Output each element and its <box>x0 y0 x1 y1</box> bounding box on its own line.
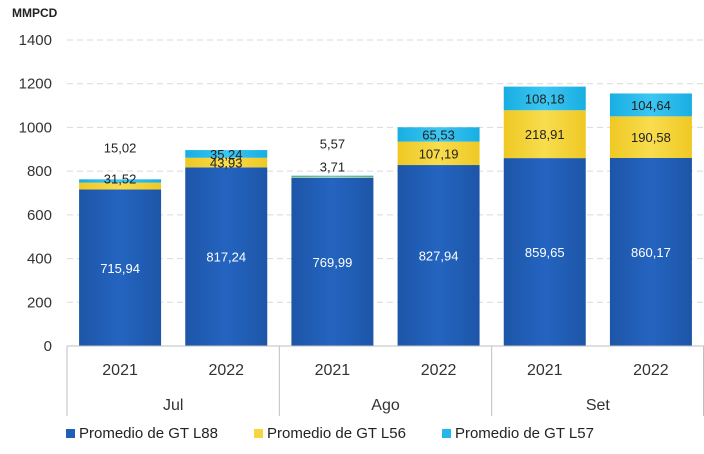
x-tick-label: 2022 <box>208 362 244 379</box>
bar-l57 <box>79 179 162 183</box>
data-label-l57: 35,24 <box>210 147 243 162</box>
data-label-l56: 43,93 <box>210 156 243 171</box>
data-label-l56: 218,91 <box>525 127 565 142</box>
legend-item-l88: Promedio de GT L88 <box>66 425 218 442</box>
data-label-l57: 104,64 <box>631 98 671 113</box>
bar-l88 <box>503 158 586 346</box>
legend: Promedio de GT L88 Promedio de GT L56 Pr… <box>66 425 594 442</box>
x-tick-label: 2022 <box>421 362 457 379</box>
data-label-l88: 859,65 <box>525 245 565 260</box>
bar-l57 <box>609 93 692 117</box>
bar-l56 <box>609 116 692 158</box>
bar-l56 <box>291 176 374 178</box>
data-label-l88: 817,24 <box>206 250 246 265</box>
bar-l56 <box>397 141 480 166</box>
x-group-label: Jul <box>163 397 183 414</box>
data-label-l57: 15,02 <box>104 140 137 155</box>
data-label-l57: 65,53 <box>422 127 455 142</box>
bar-l57 <box>185 150 268 158</box>
data-label-l88: 827,94 <box>419 249 459 264</box>
x-axis: 2021 2022 2021 2022 2021 2022 Jul Ago Set <box>66 345 704 416</box>
data-label-l56: 3,71 <box>320 160 345 175</box>
bar-l56 <box>185 157 268 168</box>
data-label-l56: 190,58 <box>631 130 671 145</box>
data-label-l56: 107,19 <box>419 146 459 161</box>
bar-l56 <box>79 182 162 190</box>
bar-l88 <box>79 189 162 346</box>
y-axis-title: MMPCD <box>12 6 58 20</box>
data-label-l88: 715,94 <box>100 261 140 276</box>
gridlines <box>67 39 704 303</box>
x-group-label: Set <box>586 397 611 414</box>
legend-swatch-l88 <box>66 429 75 438</box>
y-tick-label: 1400 <box>19 32 52 49</box>
data-label-l88: 860,17 <box>631 245 671 260</box>
legend-label-l57: Promedio de GT L57 <box>454 425 594 442</box>
stacked-bar-chart: MMPCD 0 200 400 600 800 1000 1200 1400 715,94 31… <box>12 6 704 416</box>
y-tick-label: 1200 <box>19 76 52 93</box>
y-tick-label: 0 <box>44 338 52 355</box>
y-tick-labels: 0 200 400 600 800 1000 1200 1400 <box>19 32 52 355</box>
x-tick-label: 2021 <box>315 362 351 379</box>
x-tick-label: 2021 <box>102 362 138 379</box>
legend-label-l88: Promedio de GT L88 <box>79 425 218 442</box>
x-tick-label: 2022 <box>633 362 669 379</box>
bar-l57 <box>503 86 586 111</box>
y-tick-label: 600 <box>27 207 52 224</box>
bar-l57 <box>397 127 480 142</box>
y-tick-label: 400 <box>27 251 52 268</box>
y-tick-label: 200 <box>27 294 52 311</box>
legend-label-l56: Promedio de GT L56 <box>266 425 406 442</box>
data-label-l57: 108,18 <box>525 91 565 106</box>
x-group-label: Ago <box>371 397 400 414</box>
data-label-l88: 769,99 <box>313 255 353 270</box>
bars <box>79 86 692 346</box>
bar-l57 <box>291 175 374 177</box>
legend-swatch-l57 <box>441 429 451 438</box>
bar-l88 <box>397 165 480 346</box>
data-label-l57: 5,57 <box>320 137 345 152</box>
y-tick-label: 800 <box>27 163 52 180</box>
bar-l88 <box>291 177 374 346</box>
x-tick-label: 2021 <box>527 362 563 379</box>
bar-l56 <box>503 110 586 159</box>
bar-l88 <box>609 157 692 346</box>
bar-l88 <box>185 167 268 346</box>
data-label-l56: 31,52 <box>104 172 137 187</box>
y-tick-label: 1000 <box>19 119 52 136</box>
legend-swatch-l56 <box>253 429 263 438</box>
legend-item-l57: Promedio de GT L57 <box>441 425 594 442</box>
legend-item-l56: Promedio de GT L56 <box>253 425 406 442</box>
